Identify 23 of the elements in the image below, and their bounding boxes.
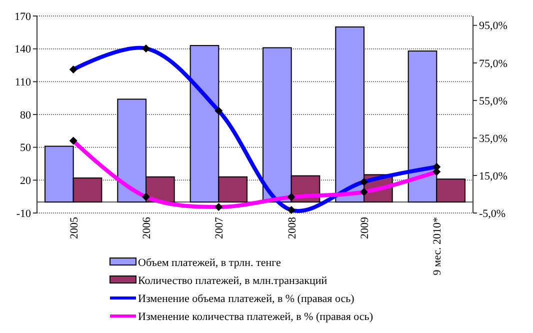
y-tick-label: 80 — [20, 109, 32, 122]
y2-tick-label: -5,0% — [479, 208, 506, 220]
y2-tick-label: 75,0% — [479, 58, 508, 70]
y-tick-label: 110 — [14, 76, 32, 89]
x-tick-label: 2006 — [141, 216, 153, 239]
x-tick-label: 2007 — [214, 216, 226, 239]
y-tick-label: 50 — [20, 142, 32, 154]
y-tick-label: 140 — [14, 44, 32, 56]
y2-tick-label: 15,0% — [479, 170, 508, 182]
x-tick-label: 9 мес. 2010* — [432, 217, 444, 276]
legend-label: Изменение количества платежей, в % (правая ось) — [138, 310, 374, 323]
y2-tick-label: 55,0% — [479, 95, 508, 108]
y-tick-label: 170 — [14, 10, 32, 23]
x-tick-label: 2005 — [68, 216, 80, 239]
legend-label: Количество платежей, в млн.транзакций — [138, 274, 328, 287]
legend-label: Объем платежей, в трлн. тенге — [138, 256, 281, 269]
y-tick-label: -10 — [16, 208, 32, 220]
x-tick-label: 2009 — [359, 216, 371, 239]
x-tick-label: 2008 — [286, 216, 298, 239]
y2-tick-label: 95,0% — [479, 20, 508, 32]
y2-tick-label: 35,0% — [479, 132, 508, 145]
y-tick-label: 20 — [20, 175, 32, 188]
legend-label: Изменение объема платежей, в % (правая ось) — [138, 292, 355, 305]
